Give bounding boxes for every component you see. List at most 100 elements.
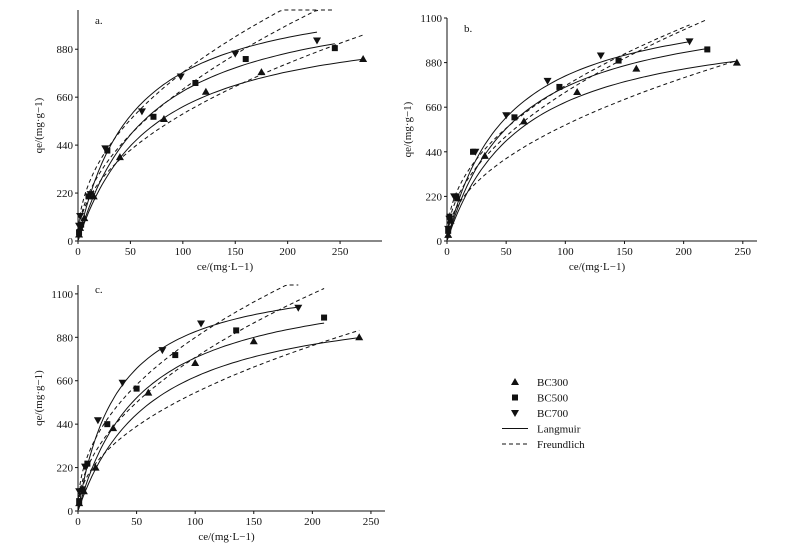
y-tick-label: 880 (426, 58, 443, 70)
point-bc300 (573, 87, 582, 95)
legend-label: Freundlich (537, 439, 585, 451)
point-bc300 (144, 388, 153, 396)
point-bc700 (197, 320, 206, 328)
point-bc300 (159, 114, 168, 122)
point-bc700 (75, 222, 84, 230)
legend-item: Langmuir (502, 424, 581, 436)
point-bc700 (75, 488, 84, 496)
point-bc500 (104, 421, 111, 428)
point-bc700 (158, 347, 167, 355)
x-tick-label: 200 (279, 246, 296, 258)
point-bc300 (249, 337, 258, 345)
y-tick-label: 220 (57, 463, 74, 475)
point-bc500 (511, 114, 518, 121)
x-axis-label: ce/(mg·L−1) (197, 261, 254, 273)
y-tick-label: 220 (57, 188, 74, 200)
legend-label: BC300 (537, 377, 569, 389)
point-bc500 (76, 498, 83, 505)
panel-a: 0 50 100 150 200 250 0 220 440 660 880 a. ce/(mg·L−1… (33, 9, 382, 273)
langmuir-curve-bc300 (77, 337, 360, 511)
point-bc700 (596, 52, 605, 60)
point-bc300 (115, 153, 124, 161)
langmuir-curve-bc300 (77, 58, 364, 241)
y-tick-label: 1100 (51, 289, 73, 301)
x-tick-label: 0 (444, 246, 450, 258)
x-tick-label: 50 (131, 516, 143, 528)
point-bc300 (444, 230, 453, 238)
point-bc500 (76, 229, 83, 236)
freundlich-curve-bc500 (77, 288, 325, 503)
point-bc700 (294, 304, 303, 312)
y-tick-label: 440 (57, 419, 74, 431)
x-tick-label: 0 (75, 516, 81, 528)
point-bc700 (81, 463, 90, 471)
legend-item: Freundlich (502, 439, 585, 451)
point-bc500 (104, 147, 111, 154)
point-bc500 (453, 193, 460, 200)
langmuir-curve-bc500 (446, 48, 708, 240)
freundlich-curve-bc500 (446, 18, 708, 234)
langmuir-curve-bc500 (77, 322, 325, 510)
point-bc500 (321, 314, 328, 321)
langmuir-curve-bc300 (446, 60, 737, 241)
x-axis-label: ce/(mg·L−1) (198, 531, 255, 543)
freundlich-curve-bc700 (77, 9, 317, 231)
y-tick-label: 660 (57, 92, 74, 104)
legend: BC300 BC500 BC700 Langmuir Freundlich (502, 377, 585, 451)
point-bc700 (93, 417, 102, 425)
x-tick-label: 150 (246, 516, 263, 528)
point-bc300 (355, 333, 364, 341)
langmuir-curve-bc700 (77, 306, 299, 509)
y-tick-label: 660 (57, 376, 74, 388)
point-bc500 (85, 193, 92, 200)
point-bc700 (543, 77, 552, 85)
x-axis-label: ce/(mg·L−1) (569, 261, 626, 273)
legend-label: BC700 (537, 408, 569, 420)
point-bc300 (519, 117, 528, 125)
point-bc300 (257, 68, 266, 76)
point-bc700 (118, 379, 127, 387)
y-axis-label: qe/(mg·g−1) (33, 370, 45, 426)
point-bc500 (79, 486, 86, 493)
legend-item: BC300 (511, 377, 569, 389)
point-bc300 (732, 58, 741, 66)
y-tick-label: 440 (426, 147, 443, 159)
x-tick-label: 50 (501, 246, 513, 258)
legend-marker-bc500 (512, 394, 518, 401)
x-tick-label: 200 (304, 516, 321, 528)
y-tick-label: 0 (68, 236, 74, 248)
x-tick-label: 100 (175, 246, 192, 258)
panel-label: c. (95, 284, 103, 296)
point-bc300 (201, 87, 210, 95)
point-bc300 (89, 192, 98, 200)
x-tick-label: 200 (675, 246, 692, 258)
y-tick-label: 220 (426, 191, 443, 203)
point-bc500 (172, 352, 179, 359)
point-bc300 (109, 424, 118, 432)
point-bc500 (133, 385, 140, 392)
y-axis-label: qe/(mg·g−1) (402, 101, 414, 157)
freundlich-curve-bc700 (446, 24, 690, 231)
y-tick-label: 660 (426, 102, 443, 114)
point-bc700 (176, 73, 185, 81)
panel-label: b. (464, 23, 473, 35)
point-bc300 (480, 151, 489, 159)
legend-item: BC500 (512, 393, 569, 405)
point-bc300 (91, 463, 100, 471)
legend-item: BC700 (511, 408, 569, 420)
point-bc700 (86, 191, 95, 199)
point-bc700 (445, 215, 454, 223)
freundlich-curve-bc300 (77, 34, 364, 234)
y-tick-label: 880 (57, 44, 74, 56)
y-tick-label: 440 (57, 140, 74, 152)
x-tick-label: 150 (616, 246, 633, 258)
legend-label: BC500 (537, 393, 569, 405)
x-tick-label: 0 (75, 246, 81, 258)
x-tick-label: 100 (557, 246, 574, 258)
point-bc700 (444, 225, 453, 233)
point-bc700 (76, 212, 85, 220)
x-tick-label: 250 (363, 516, 380, 528)
panel-label: a. (95, 15, 103, 27)
legend-marker-bc700 (511, 410, 519, 417)
